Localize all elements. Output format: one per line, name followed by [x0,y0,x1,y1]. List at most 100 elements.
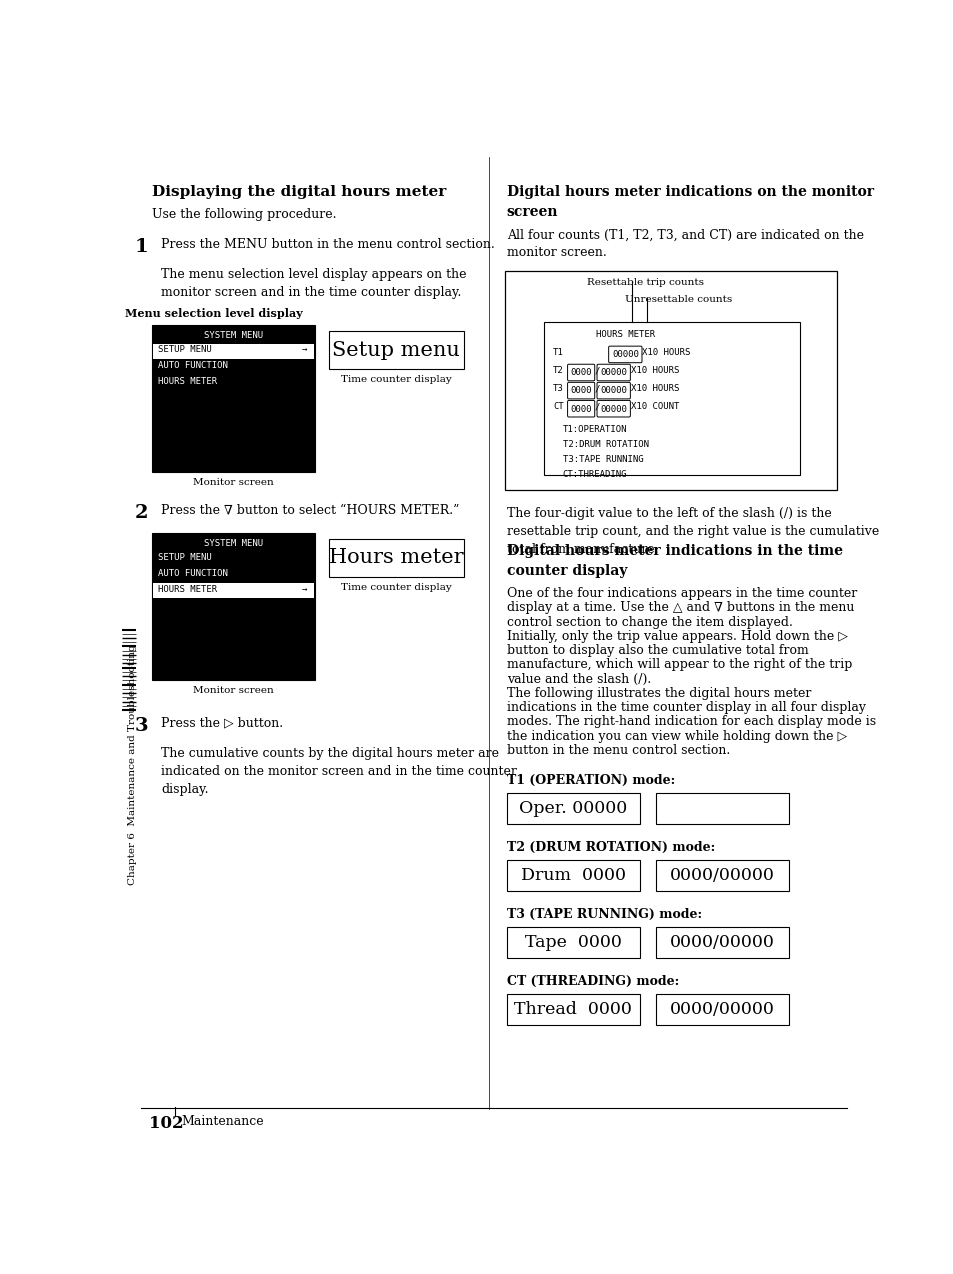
Text: The four-digit value to the left of the slash (/) is the
resettable trip count, : The four-digit value to the left of the … [506,507,878,555]
Text: Menu selection level display: Menu selection level display [125,308,302,320]
Text: the indication you can view while holding down the ▷: the indication you can view while holdin… [506,730,846,743]
Text: Oper. 00000: Oper. 00000 [518,800,627,817]
Text: Setup menu: Setup menu [332,340,459,359]
Text: counter display: counter display [506,564,626,578]
Text: /: / [594,385,599,394]
Text: 1: 1 [134,237,149,256]
Text: button to display also the cumulative total from: button to display also the cumulative to… [506,645,807,657]
Text: SYSTEM MENU: SYSTEM MENU [203,539,262,548]
Text: 0000: 0000 [570,405,591,414]
Text: T1:OPERATION: T1:OPERATION [562,426,626,434]
Bar [655,860,788,891]
Text: Press the ▷ button.: Press the ▷ button. [161,716,283,730]
Text: 0000/00000: 0000/00000 [669,866,774,884]
Text: Unresettable counts: Unresettable counts [624,296,732,304]
Text: Time counter display: Time counter display [340,582,451,591]
Text: The following illustrates the digital hours meter: The following illustrates the digital ho… [506,687,810,699]
Bar [152,583,314,599]
Text: manufacture, which will appear to the right of the trip: manufacture, which will appear to the ri… [506,659,851,671]
Text: Digital hours meter indications in the time: Digital hours meter indications in the t… [506,544,841,558]
Text: SYSTEM MENU: SYSTEM MENU [203,331,262,340]
Bar [655,792,788,823]
Text: T3: T3 [553,385,563,394]
Text: X10 COUNT: X10 COUNT [630,403,679,412]
Text: →: → [302,585,307,594]
Text: /: / [594,366,599,375]
Text: CT:THREADING: CT:THREADING [562,470,626,479]
Text: T1: T1 [553,348,563,357]
FancyBboxPatch shape [597,382,630,399]
Text: →: → [302,345,307,354]
Bar [506,792,639,823]
Text: The menu selection level display appears on the
monitor screen and in the time c: The menu selection level display appears… [161,269,466,299]
Bar [506,994,639,1024]
Bar [328,331,464,369]
Text: Chapter 6  Maintenance and Troubleshooting: Chapter 6 Maintenance and Troubleshootin… [128,643,137,884]
Text: modes. The right-hand indication for each display mode is: modes. The right-hand indication for eac… [506,716,875,729]
Text: Displaying the digital hours meter: Displaying the digital hours meter [152,185,446,199]
Text: HOURS METER: HOURS METER [596,330,655,339]
Bar [506,926,639,958]
Text: control section to change the item displayed.: control section to change the item displ… [506,615,792,628]
Bar [655,926,788,958]
Text: 00000: 00000 [599,386,626,395]
Text: One of the four indications appears in the time counter: One of the four indications appears in t… [506,587,856,600]
Bar [506,860,639,891]
Text: T3 (TAPE RUNNING) mode:: T3 (TAPE RUNNING) mode: [506,907,701,921]
Text: Press the MENU button in the menu control section.: Press the MENU button in the menu contro… [161,237,495,251]
FancyBboxPatch shape [567,364,594,381]
Text: Initially, only the trip value appears. Hold down the ▷: Initially, only the trip value appears. … [506,629,846,643]
Text: 0000/00000: 0000/00000 [669,934,774,950]
Text: 0000: 0000 [570,386,591,395]
FancyBboxPatch shape [567,400,594,417]
Text: Thread  0000: Thread 0000 [514,1000,632,1018]
Text: Time counter display: Time counter display [340,375,451,383]
Text: /: / [594,403,599,412]
Text: button in the menu control section.: button in the menu control section. [506,744,729,757]
FancyBboxPatch shape [597,364,630,381]
Text: X10 HOURS: X10 HOURS [630,366,679,375]
Text: T3:TAPE RUNNING: T3:TAPE RUNNING [562,455,642,464]
Text: 0000/00000: 0000/00000 [669,1000,774,1018]
Bar [328,539,464,577]
Text: T2:DRUM ROTATION: T2:DRUM ROTATION [562,440,648,450]
Text: HOURS METER: HOURS METER [158,585,217,594]
Text: X10 HOURS: X10 HOURS [641,348,690,357]
Text: Resettable trip counts: Resettable trip counts [586,279,703,288]
Text: 3: 3 [134,716,149,735]
Text: AUTO FUNCTION: AUTO FUNCTION [158,361,228,371]
Text: CT: CT [553,403,563,412]
Text: HOURS METER: HOURS METER [158,377,217,386]
FancyBboxPatch shape [608,347,641,363]
Text: SETUP MENU: SETUP MENU [158,345,212,354]
Text: 00000: 00000 [611,350,639,359]
Bar [152,344,314,359]
Bar [152,325,314,471]
FancyBboxPatch shape [567,382,594,399]
Text: indications in the time counter display in all four display: indications in the time counter display … [506,701,864,715]
Text: Hours meter: Hours meter [329,548,463,567]
Text: 0000: 0000 [570,368,591,377]
Text: T2: T2 [553,366,563,375]
Bar [152,534,314,679]
Text: X10 HOURS: X10 HOURS [630,385,679,394]
Text: SETUP MENU: SETUP MENU [158,553,212,562]
FancyBboxPatch shape [597,400,630,417]
Text: T2 (DRUM ROTATION) mode:: T2 (DRUM ROTATION) mode: [506,841,714,854]
Text: display at a time. Use the △ and ∇ buttons in the menu: display at a time. Use the △ and ∇ butto… [506,601,853,614]
Text: 00000: 00000 [599,368,626,377]
Text: Drum  0000: Drum 0000 [520,866,625,884]
Text: T1 (OPERATION) mode:: T1 (OPERATION) mode: [506,773,675,786]
Text: Tape  0000: Tape 0000 [524,934,621,950]
Text: 00000: 00000 [599,405,626,414]
Text: value and the slash (/).: value and the slash (/). [506,673,650,685]
Bar [505,270,836,490]
Text: 2: 2 [134,505,148,522]
Text: Monitor screen: Monitor screen [193,478,274,487]
Text: Digital hours meter indications on the monitor: Digital hours meter indications on the m… [506,185,873,199]
Text: screen: screen [506,205,558,219]
Text: Monitor screen: Monitor screen [193,685,274,694]
Text: 102: 102 [149,1115,183,1133]
Bar [655,994,788,1024]
Bar [543,322,799,475]
